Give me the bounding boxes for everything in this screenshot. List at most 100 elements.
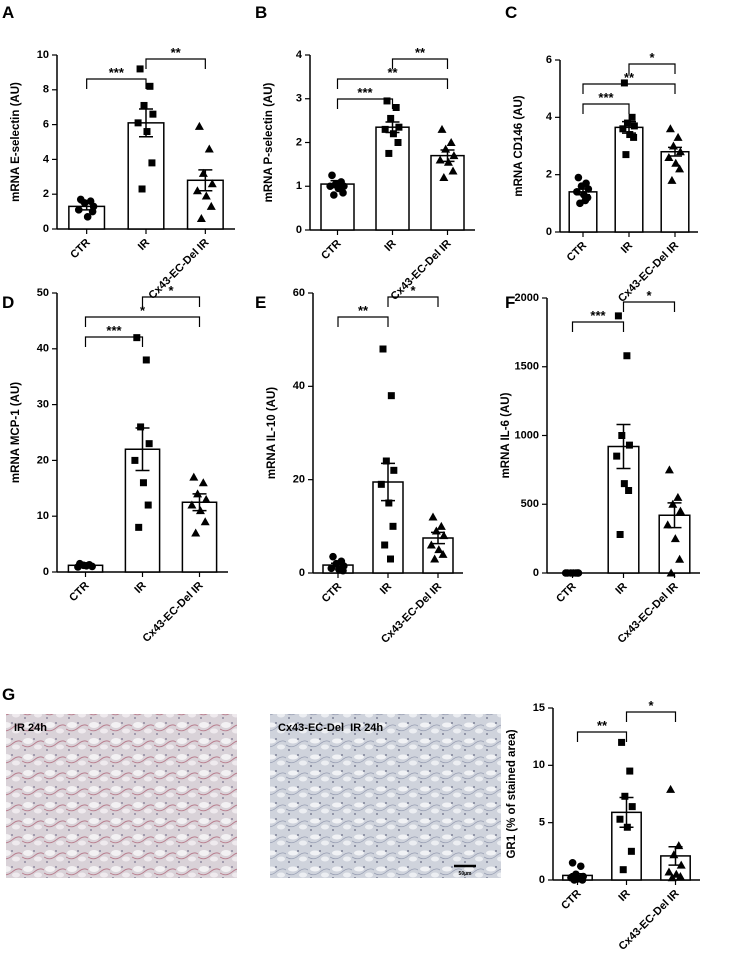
panel-letter: D [2,293,14,312]
bar [320,183,355,231]
scale-bar-label: 50µm [459,871,472,877]
data-point [201,191,211,200]
data-point [669,850,679,859]
data-point [663,520,673,529]
data-point [443,157,453,166]
x-tick-label: CTR [67,580,92,605]
data-point [671,158,681,167]
data-point [613,452,621,460]
y-tick-label: 10 [533,759,545,771]
significance-bracket [625,711,677,722]
y-tick-label: 2 [546,169,552,181]
data-point [74,563,82,571]
y-tick-label: 1500 [515,361,539,373]
y-axis-label: GR1 (% of stained area) [506,729,518,858]
y-tick-label: 20 [37,454,49,466]
data-point [385,149,393,157]
data-point [136,65,144,73]
data-point [330,191,338,199]
data-point [449,151,459,160]
data-point [667,873,677,882]
data-point [584,185,593,193]
data-point [628,803,636,811]
data-point [389,130,397,138]
y-tick-label: 10 [37,510,49,522]
data-point [144,501,152,509]
data-point [395,123,403,131]
data-point [187,500,197,509]
data-point [573,569,582,577]
x-tick-label: Cx43-EC-Del IR [146,237,211,302]
significance-bracket [582,103,630,114]
data-point [382,457,390,465]
bar [127,122,165,230]
significance-label: ** [171,45,182,60]
data-point [328,171,336,180]
data-point [675,164,685,173]
data-point [138,185,146,193]
data-point [673,132,683,141]
y-tick-label: 40 [37,343,49,355]
y-tick-label: 30 [37,399,49,411]
data-point [139,479,147,487]
data-point [204,144,214,153]
data-point [581,196,590,205]
significance-bracket [86,78,147,89]
data-point [438,549,448,558]
y-tick-label: 50 [37,287,49,299]
data-point [377,480,385,488]
data-point [573,188,581,196]
significance-bracket [337,316,389,327]
micrograph-ir [6,714,237,878]
significance-bracket [84,316,201,327]
panel-letter: E [255,293,266,312]
significance-bracket [582,83,676,94]
y-tick-label: 20 [293,474,305,486]
data-point [620,480,628,488]
data-point [623,352,631,360]
data-point [614,312,622,320]
data-point [387,555,394,563]
data-point [192,186,202,195]
significance-label: * [140,303,146,318]
data-point [88,207,97,216]
data-point [142,356,150,364]
data-point [206,201,216,210]
data-point [625,487,633,494]
data-point [670,534,680,543]
data-point [193,489,203,498]
data-point [664,465,674,474]
data-point [623,823,631,831]
data-point [630,122,638,130]
data-point [434,545,444,554]
significance-bracket [145,58,206,69]
significance-label: *** [598,90,614,105]
data-point [675,554,685,563]
data-point [191,528,201,537]
panel-letter: F [505,293,515,312]
x-tick-label: IR [378,581,394,597]
data-point [577,182,586,190]
y-axis-label: mRNA P-selectin (AU) [263,82,275,202]
significance-label: *** [357,85,373,100]
data-point [616,531,624,538]
data-point [666,784,676,793]
bar [614,126,644,233]
data-point [135,523,143,531]
data-point [675,147,685,156]
significance-label: ** [624,70,635,85]
significance-label: *** [109,65,125,80]
error-bar [616,423,631,470]
data-point [140,101,148,109]
data-point [630,133,638,141]
data-point [578,876,587,884]
data-point [568,859,577,867]
data-point [616,815,624,823]
data-point [83,213,92,221]
data-point [74,206,83,214]
data-point [448,166,458,175]
significance-label: ** [415,45,426,60]
y-tick-label: 15 [533,702,545,714]
y-tick-label: 2 [296,136,302,148]
